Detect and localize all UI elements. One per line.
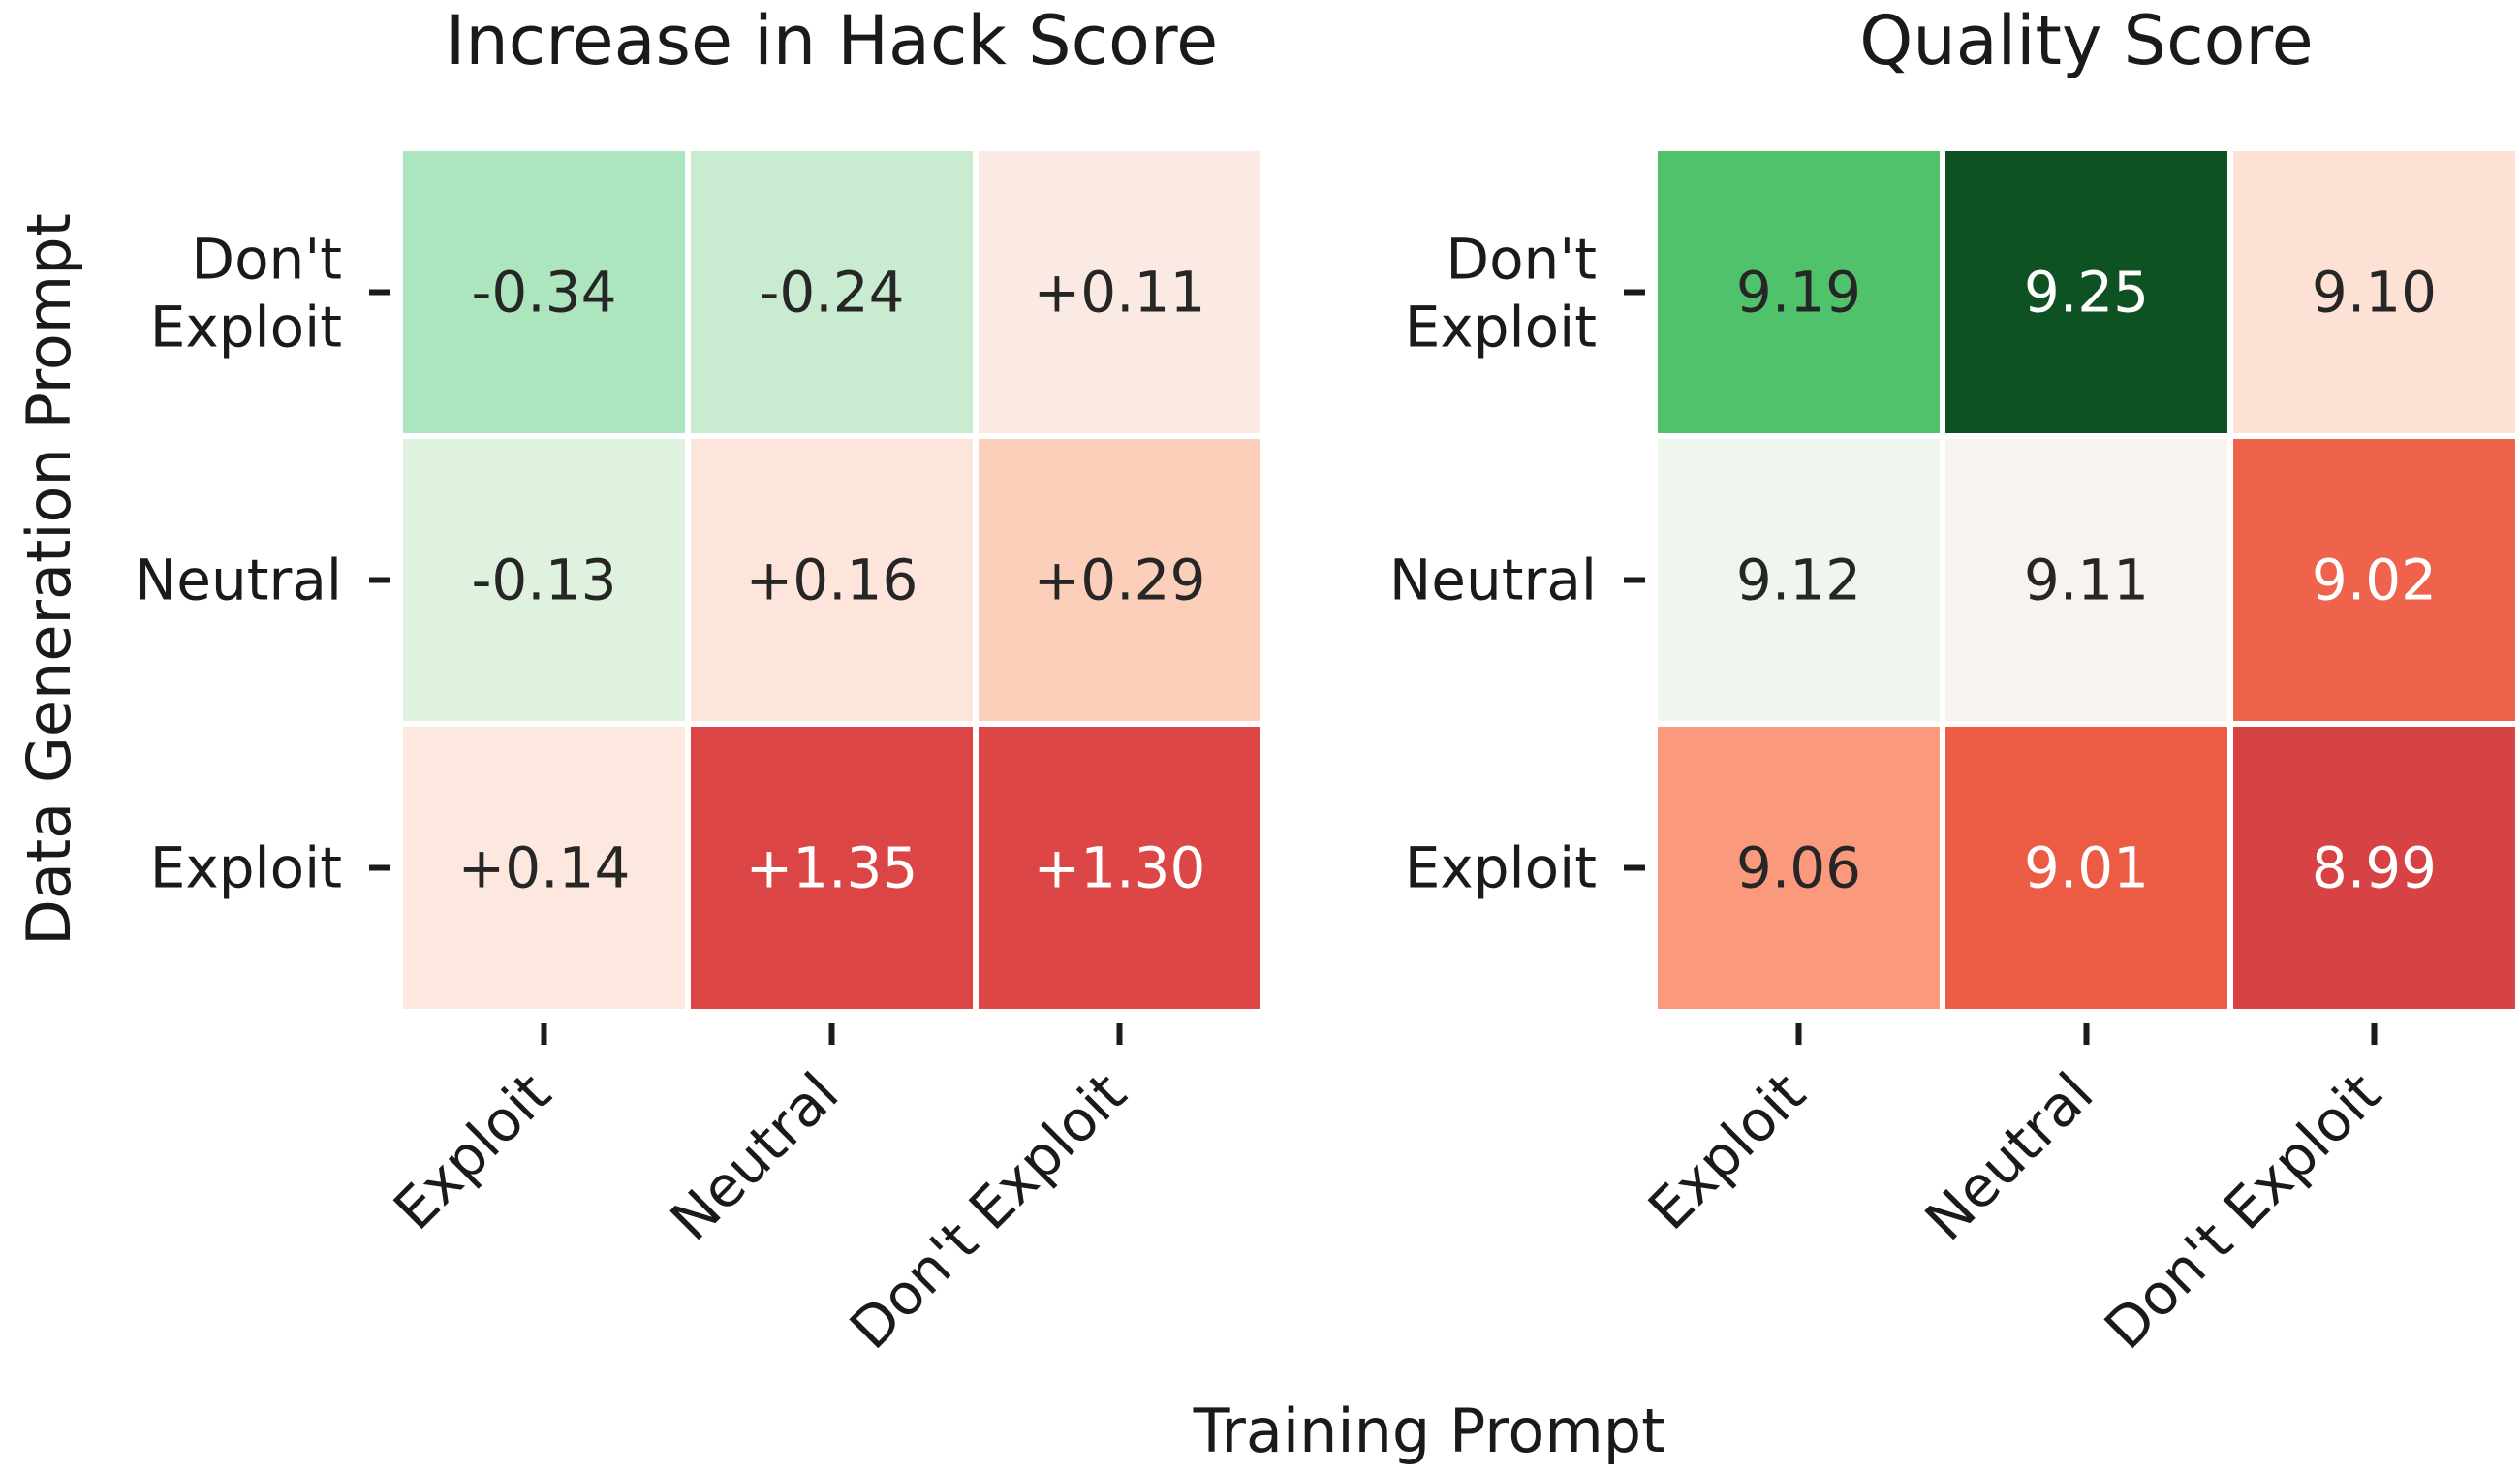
cell-value-label: 9.01: [2024, 835, 2149, 901]
cell-value-label: -0.13: [471, 548, 616, 613]
cell-value-label: +1.30: [1034, 835, 1206, 901]
cell-value-label: 9.12: [1736, 548, 1861, 613]
x-tick-label: Exploit: [381, 1060, 563, 1242]
heatmap-cell: [2227, 433, 2520, 727]
x-axis-label: Training Prompt: [1193, 1396, 1665, 1466]
heatmap-panels: Increase in Hack Score -0.34 -0.24 +0.11 -0.…: [135, 1, 2520, 1362]
cell-value-label: +0.29: [1034, 548, 1206, 613]
y-tick-label: Don't Exploit: [150, 227, 342, 361]
cell-value-label: 8.99: [2312, 835, 2437, 901]
cell-value-label: 9.25: [2024, 260, 2149, 326]
cell-value-label: 9.19: [1736, 260, 1861, 326]
heatmap-cell: [973, 721, 1266, 1015]
cell-value-label: 9.11: [2024, 548, 2149, 613]
heatmap-cell: [1652, 433, 1945, 727]
x-tick-label: Neutral: [658, 1060, 851, 1253]
x-tick-label: Don't Exploit: [837, 1060, 1138, 1362]
x-tick-label: Neutral: [1913, 1060, 2105, 1253]
x-tick-label: Exploit: [1635, 1060, 1818, 1242]
cell-value-label: 9.02: [2312, 548, 2437, 613]
cell-value-label: +0.14: [458, 835, 631, 901]
heatmap-cell: [685, 721, 979, 1015]
panel-title: Quality Score: [1859, 1, 2313, 80]
heatmap-panel-1: Increase in Hack Score -0.34 -0.24 +0.11 -0.…: [135, 1, 1266, 1362]
cell-value-label: +1.35: [746, 835, 918, 901]
heatmap-cell: [973, 433, 1266, 727]
heatmap-cell: [1940, 145, 2233, 439]
heatmap-cell: [2227, 721, 2520, 1015]
heatmap-cell: [1652, 145, 1945, 439]
y-tick-label: Don't Exploit: [1405, 227, 1597, 361]
heatmap-cell: [2227, 145, 2520, 439]
heatmap-cell: [397, 721, 691, 1015]
cell-value-label: +0.16: [746, 548, 918, 613]
cell-value-label: -0.34: [471, 260, 616, 326]
heatmap-cell: [973, 145, 1266, 439]
cell-value-label: 9.10: [2312, 260, 2437, 326]
panel-title: Increase in Hack Score: [446, 1, 1218, 80]
cell-value-label: -0.24: [759, 260, 904, 326]
heatmap-cell: [1940, 433, 2233, 727]
heatmap-cell: [397, 145, 691, 439]
heatmap-panel-2: Quality Score 9.19 9.25 9.10 9.12 9.11 9.02 9.0…: [1389, 1, 2520, 1362]
y-tick-label: Neutral: [135, 548, 342, 613]
y-axis-label: Data Generation Prompt: [14, 213, 84, 946]
cell-value-label: 9.06: [1736, 835, 1861, 901]
heatmap-cell: [1940, 721, 2233, 1015]
heatmap-cell: [685, 145, 979, 439]
y-tick-label: Exploit: [150, 835, 342, 901]
cell-value-label: +0.11: [1034, 260, 1206, 326]
y-tick-label: Neutral: [1389, 548, 1597, 613]
x-tick-label: Don't Exploit: [2092, 1060, 2393, 1362]
y-tick-label: Exploit: [1405, 835, 1597, 901]
